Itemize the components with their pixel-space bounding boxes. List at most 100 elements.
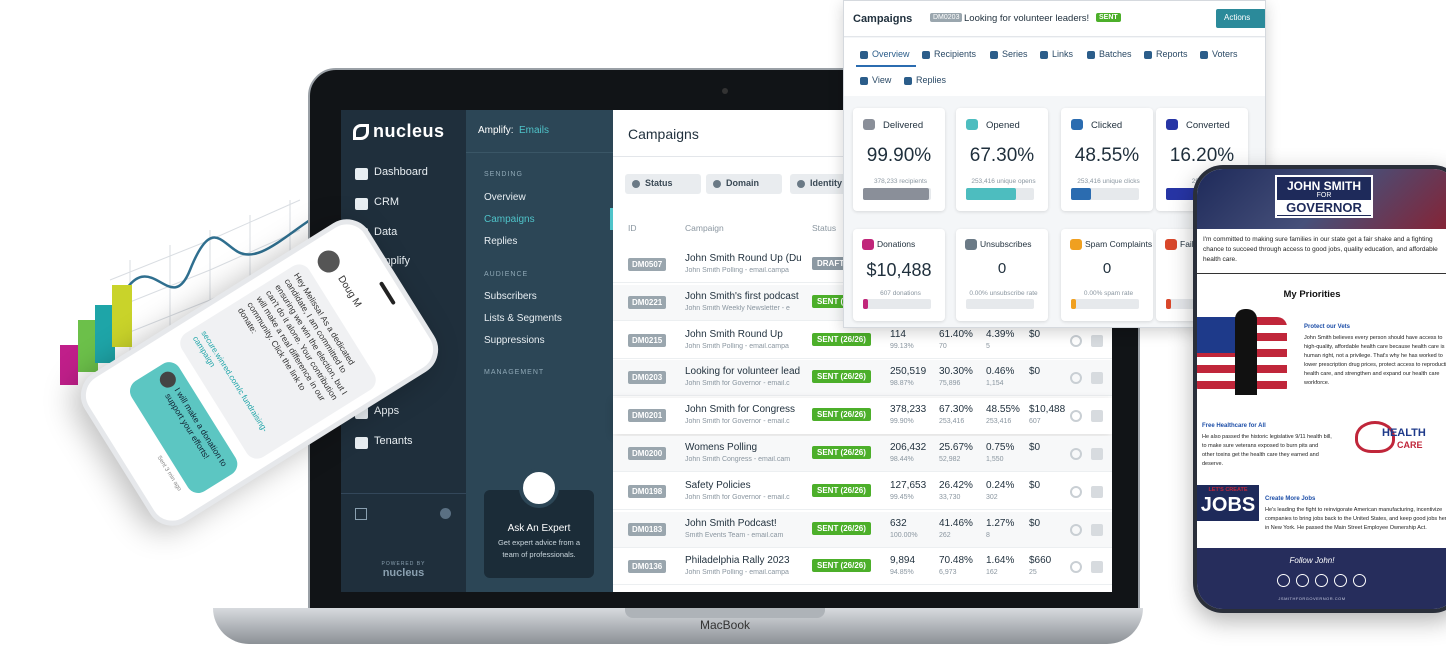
jobs-small: LET'S CREATE [1208, 487, 1248, 493]
panel-header [844, 1, 1265, 37]
campaign-id: DM0215 [628, 333, 667, 347]
card-icon [863, 119, 875, 130]
priorities-title: My Priorities [1283, 289, 1341, 300]
powered-brand: nucleus [382, 567, 425, 579]
copy-icon[interactable] [1091, 334, 1103, 347]
tab[interactable]: Replies [916, 75, 947, 85]
nav-item[interactable]: Dashboard [374, 166, 428, 178]
card-icon [1166, 119, 1178, 130]
copy-icon[interactable] [1091, 523, 1103, 536]
nav-item[interactable]: CRM [374, 196, 400, 208]
stat-sub: 6,973 [939, 569, 957, 577]
settings-icon [440, 508, 451, 519]
tab[interactable]: Links [1052, 49, 1074, 59]
brand-mark [353, 124, 369, 140]
flag-canton [1197, 317, 1237, 353]
copy-icon[interactable] [1091, 372, 1103, 385]
campaign-status: SENT (26/26) [812, 521, 871, 535]
copy-icon[interactable] [1091, 561, 1103, 574]
refresh-icon[interactable] [1070, 372, 1082, 385]
tab-icon [1200, 51, 1208, 59]
panel-title: Campaigns [853, 13, 913, 25]
refresh-icon[interactable] [1070, 561, 1082, 574]
copy-icon[interactable] [1091, 485, 1103, 498]
submenu-item[interactable]: Suppressions [484, 335, 545, 346]
social-icon[interactable] [1277, 574, 1290, 587]
tab[interactable]: View [872, 75, 892, 85]
refresh-icon[interactable] [1070, 334, 1082, 347]
priority-text: John Smith believes every person should … [1304, 335, 1446, 386]
campaign-sub: John Smith for Governor - email.c [685, 418, 790, 426]
copy-icon[interactable] [1091, 410, 1103, 423]
stat-value: 1.27% [986, 517, 1015, 529]
tab[interactable]: Series [1002, 49, 1028, 59]
campaign-sub: John Smith Congress - email.cam [685, 456, 791, 463]
stat-value: 114 [890, 328, 906, 340]
stat-sub: 70 [939, 342, 947, 350]
tabs-bg [844, 38, 1265, 96]
tab-icon [990, 51, 998, 59]
tab[interactable]: Recipients [934, 49, 977, 59]
refresh-icon[interactable] [1070, 523, 1082, 536]
stat-sub: 98.87% [890, 380, 914, 388]
divider [1197, 273, 1446, 274]
speaker [378, 281, 396, 306]
filter-button[interactable]: Domain [706, 174, 782, 194]
submenu-item[interactable]: Overview [484, 192, 526, 203]
campaign-row[interactable]: DM0198 Safety Policies John Smith for Gove… [613, 473, 1112, 510]
filter-button[interactable]: Status [625, 174, 701, 194]
actions-button[interactable]: Actions [1216, 9, 1265, 28]
submenu-item[interactable]: Campaigns [484, 214, 535, 225]
stat-value: $0 [1029, 517, 1041, 529]
refresh-icon[interactable] [1070, 448, 1082, 460]
social-icon[interactable] [1315, 574, 1328, 587]
stat-value: 0.46% [986, 366, 1015, 378]
campaign-row[interactable]: DM0201 John Smith for Congress John Smith … [613, 398, 1112, 435]
column-header: Status [812, 223, 837, 233]
campaign-row[interactable]: DM0200 Womens Polling John Smith Congress … [613, 436, 1112, 472]
campaign-sub: John Smith Polling - email.campa [685, 569, 789, 577]
campaign-name: John Smith Round Up [685, 328, 783, 340]
contact-name: Doug M [335, 273, 364, 310]
campaign-row[interactable]: DM0203 Looking for volunteer lead John Smi… [613, 360, 1112, 397]
tab[interactable]: Reports [1156, 49, 1188, 59]
filter-label: Status [645, 178, 673, 188]
nav-item[interactable]: Data [374, 226, 398, 238]
progress-fill [1166, 299, 1171, 309]
card-sub: 607 donations [880, 290, 921, 297]
campaign-status: DRAFT [812, 257, 850, 270]
nav-item[interactable]: Apps [374, 405, 400, 417]
stat-value: 25.67% [939, 442, 973, 453]
campaign-row[interactable]: DM0183 John Smith Podcast! Smith Events Te… [613, 511, 1112, 548]
tab[interactable]: Overview [872, 49, 910, 59]
filter-icon [797, 180, 805, 188]
stat-value: 206,432 [890, 442, 927, 453]
social-icon[interactable] [1353, 574, 1366, 587]
nav-item[interactable]: Tenants [374, 435, 413, 447]
submenu-item[interactable]: Replies [484, 236, 518, 247]
card-value: 0 [1102, 260, 1112, 277]
stat-sub: 100.00% [890, 531, 918, 539]
campaign-row[interactable]: DM0215 John Smith Round Up John Smith Poll… [613, 322, 1112, 359]
heart-logo [1355, 421, 1395, 453]
stat-sub: 302 [986, 493, 998, 501]
social-icon[interactable] [1296, 574, 1309, 587]
tab[interactable]: Voters [1212, 49, 1238, 59]
stat-sub: 262 [939, 531, 951, 539]
campaign-row[interactable]: DM0136 Philadelphia Rally 2023 John Smith … [613, 549, 1112, 586]
campaign-sub: Smith Events Team - email.cam [685, 531, 784, 539]
stat-sub: 25 [1029, 569, 1037, 577]
filter-icon [713, 180, 721, 188]
expert-title[interactable]: Ask An Expert [507, 523, 571, 534]
card-sub: 378,233 recipients [873, 178, 928, 185]
social-icon[interactable] [1334, 574, 1347, 587]
submenu-item[interactable]: Lists & Segments [484, 313, 562, 324]
tab[interactable]: Batches [1099, 49, 1132, 59]
copy-icon[interactable] [1091, 448, 1103, 460]
refresh-icon[interactable] [1070, 485, 1082, 498]
module-page: Emails [519, 125, 550, 136]
follow: Follow John! [1289, 556, 1335, 565]
refresh-icon[interactable] [1070, 410, 1082, 423]
submenu-item[interactable]: Subscribers [484, 291, 537, 302]
card-icon [1071, 119, 1083, 130]
